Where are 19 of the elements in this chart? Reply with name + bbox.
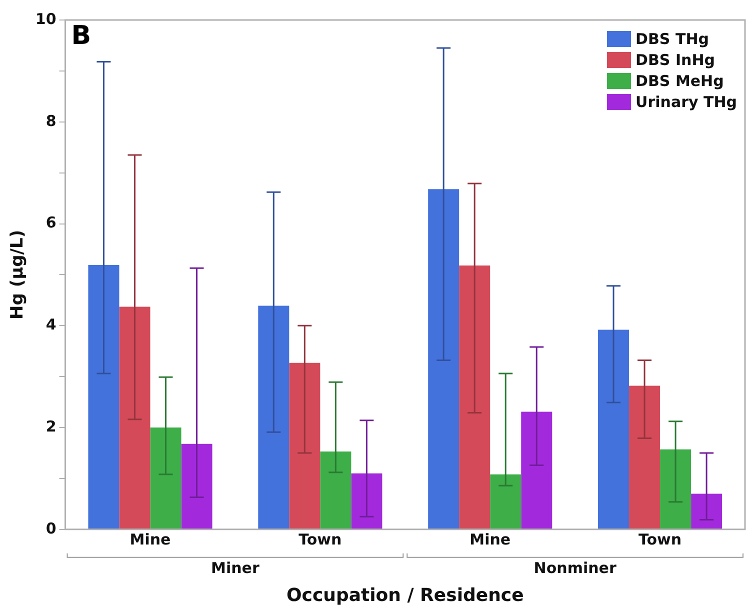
x-tick-label: Mine — [470, 530, 511, 548]
x-tick-label: Town — [298, 530, 342, 548]
chart-title: B — [71, 20, 92, 51]
y-tick-label: 2 — [46, 417, 56, 436]
x-tick-label: Town — [638, 530, 682, 548]
text: Nonminer — [534, 558, 617, 577]
y-tick-label: 6 — [46, 214, 56, 232]
x-tick-label: Mine — [130, 530, 171, 548]
y-tick-label: 0 — [46, 519, 56, 538]
legend-label: DBS MeHg — [636, 72, 724, 90]
y-tick-label: 4 — [46, 316, 56, 334]
legend-label: Urinary THg — [636, 92, 737, 110]
y-tick-label: 10 — [35, 10, 56, 28]
legend-label: DBS THg — [636, 30, 709, 48]
legend-label: DBS InHg — [636, 50, 716, 68]
x-axis-title: Occupation / Residence — [286, 584, 524, 606]
text: Miner — [211, 558, 260, 577]
y-axis-title: Hg (µg/L) — [8, 230, 28, 320]
y-tick-label: 8 — [46, 112, 56, 130]
